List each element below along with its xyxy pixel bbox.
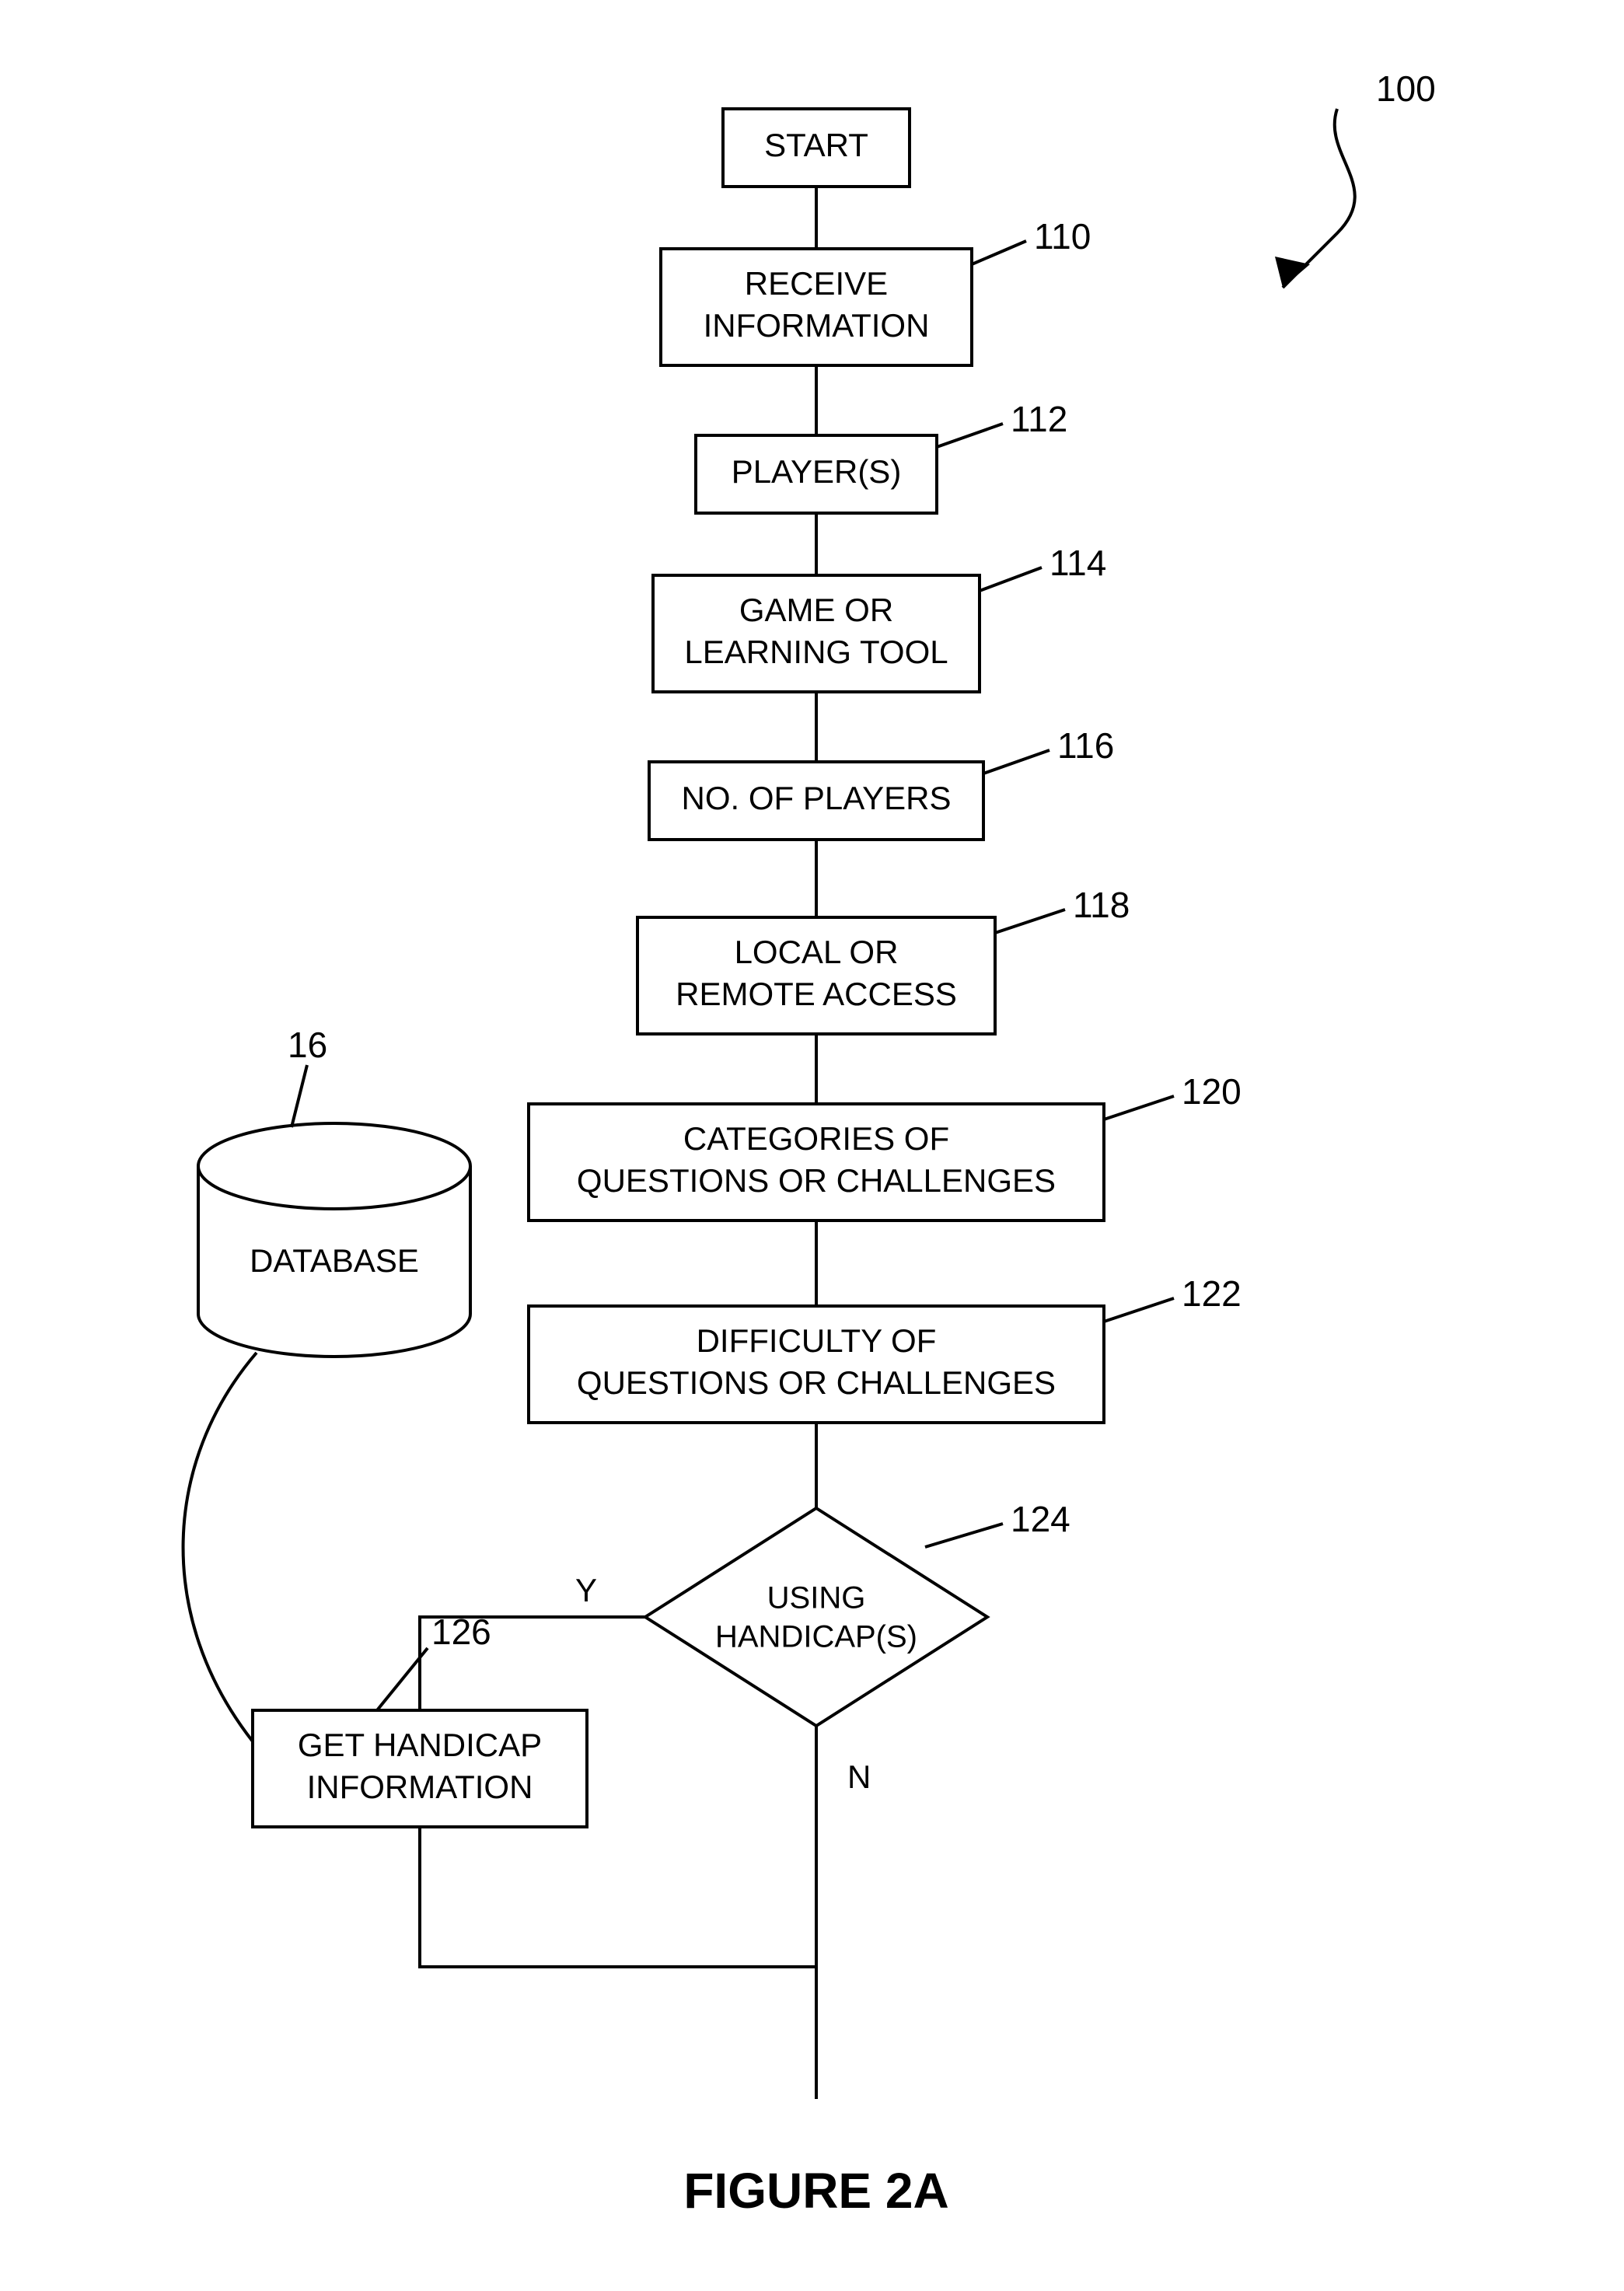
- receive-information-box: RECEIVE INFORMATION 110: [661, 216, 1091, 365]
- players-label: PLAYER(S): [732, 453, 902, 490]
- gethandicap-label1: GET HANDICAP: [298, 1727, 542, 1763]
- no-branch: N: [816, 1726, 871, 2099]
- database-connector: [183, 1353, 257, 1741]
- handicap-dec-ref: 124: [1011, 1499, 1070, 1539]
- num-players-box: NO. OF PLAYERS 116: [649, 725, 1114, 840]
- receive-label1: RECEIVE: [745, 265, 888, 302]
- numplayers-label: NO. OF PLAYERS: [682, 780, 952, 816]
- start-label: START: [764, 127, 868, 163]
- figure-title: FIGURE 2A: [683, 2163, 948, 2219]
- receive-ref: 110: [1034, 216, 1091, 257]
- database-symbol: DATABASE 16: [198, 1025, 470, 1357]
- start-box: START: [723, 109, 910, 187]
- numplayers-ref: 116: [1057, 725, 1114, 766]
- handicap-dec-label2: HANDICAP(S): [715, 1620, 917, 1654]
- figure-ref-arrow: 100: [1275, 68, 1436, 288]
- yes-label: Y: [575, 1572, 597, 1608]
- no-label: N: [847, 1758, 871, 1795]
- receive-label2: INFORMATION: [704, 307, 930, 344]
- gethandicap-label2: INFORMATION: [307, 1769, 533, 1805]
- categories-label2: QUESTIONS OR CHALLENGES: [577, 1162, 1056, 1199]
- gametool-ref: 114: [1049, 543, 1106, 583]
- gethandicap-ref: 126: [431, 1612, 491, 1652]
- database-label: DATABASE: [250, 1242, 419, 1279]
- access-label2: REMOTE ACCESS: [676, 976, 957, 1012]
- difficulty-box: DIFFICULTY OF QUESTIONS OR CHALLENGES 12…: [529, 1273, 1242, 1423]
- difficulty-ref: 122: [1182, 1273, 1242, 1314]
- categories-ref: 120: [1182, 1071, 1242, 1112]
- access-ref: 118: [1073, 885, 1130, 925]
- players-ref: 112: [1011, 399, 1067, 439]
- difficulty-label2: QUESTIONS OR CHALLENGES: [577, 1364, 1056, 1401]
- access-label1: LOCAL OR: [735, 934, 899, 970]
- flowchart-figure: 100 START RECEIVE INFORMATION 110 PLAYER…: [0, 0, 1624, 2291]
- categories-label1: CATEGORIES OF: [683, 1120, 949, 1157]
- handicap-decision: USING HANDICAP(S) 124: [645, 1499, 1070, 1726]
- handicap-dec-label1: USING: [767, 1581, 866, 1615]
- figure-ref-number: 100: [1376, 68, 1436, 109]
- local-remote-access-box: LOCAL OR REMOTE ACCESS 118: [637, 885, 1130, 1034]
- game-or-learning-tool-box: GAME OR LEARNING TOOL 114: [653, 543, 1106, 692]
- players-box: PLAYER(S) 112: [696, 399, 1067, 513]
- categories-box: CATEGORIES OF QUESTIONS OR CHALLENGES 12…: [529, 1071, 1242, 1221]
- database-ref: 16: [288, 1025, 327, 1065]
- gametool-label1: GAME OR: [739, 592, 893, 628]
- return-branch: [420, 1827, 816, 1967]
- gametool-label2: LEARNING TOOL: [684, 634, 948, 670]
- difficulty-label1: DIFFICULTY OF: [697, 1322, 937, 1359]
